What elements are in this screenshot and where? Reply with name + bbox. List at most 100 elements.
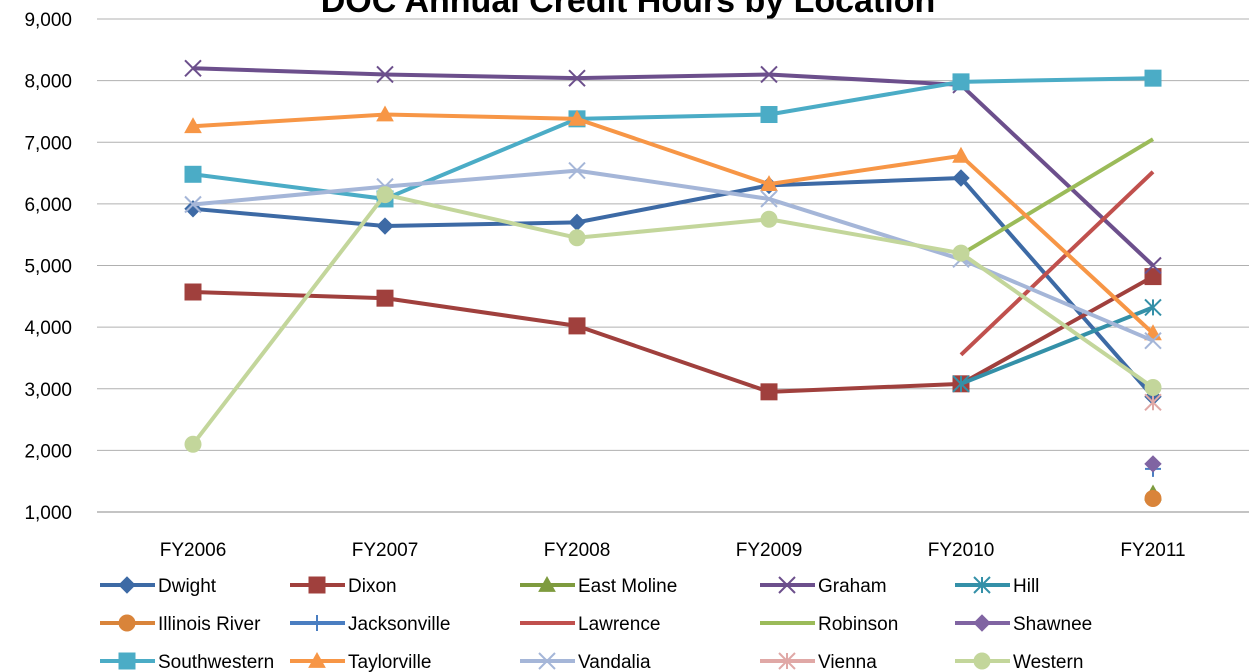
line [192, 76, 1154, 201]
marker [118, 576, 136, 594]
marker [1144, 298, 1162, 317]
legend-item: Dixon [290, 576, 397, 597]
y-tick-label: 6,000 [24, 195, 72, 216]
series [184, 59, 1162, 275]
marker [1144, 331, 1162, 350]
legend-label: Hill [1013, 576, 1039, 597]
line [959, 170, 1155, 357]
legend-label: Illinois River [158, 614, 261, 635]
y-tick-label: 4,000 [24, 318, 72, 339]
x-tick-label: FY2010 [928, 540, 995, 561]
marker [538, 575, 556, 592]
line [192, 112, 1155, 335]
y-tick-label: 5,000 [24, 257, 72, 278]
marker [760, 106, 778, 124]
legend-label: Vienna [818, 652, 877, 672]
legend-label: Lawrence [578, 614, 660, 635]
marker [760, 383, 778, 401]
series [1144, 489, 1162, 507]
marker [760, 175, 778, 192]
marker [1144, 69, 1162, 87]
legend-label: Southwestern [158, 652, 274, 672]
marker [1144, 489, 1162, 507]
legend-item: Dwight [100, 576, 217, 597]
marker [308, 576, 326, 594]
marker [568, 317, 586, 335]
marker [973, 614, 991, 632]
marker [973, 576, 991, 594]
legend-item: East Moline [520, 575, 677, 597]
chart-title: DOC Annual Credit Hours by Location [321, 0, 936, 20]
marker [952, 146, 970, 163]
legend-item: Hill [955, 576, 1039, 597]
marker [778, 576, 796, 594]
marker [760, 210, 778, 228]
line [192, 274, 1154, 394]
legend-item: Shawnee [955, 614, 1092, 635]
series [959, 137, 1155, 257]
series [184, 186, 1162, 453]
series [184, 161, 1162, 350]
y-tick-label: 9,000 [24, 10, 72, 31]
legend-label: Graham [818, 576, 887, 597]
y-tick-label: 3,000 [24, 380, 72, 401]
series [1144, 455, 1162, 473]
x-tick-label: FY2006 [160, 540, 227, 561]
legend-item: Lawrence [520, 614, 660, 635]
legend-item: Robinson [760, 614, 898, 635]
legend-item: Illinois River [100, 614, 261, 635]
marker [973, 652, 991, 670]
marker [952, 169, 970, 187]
marker [1144, 268, 1162, 286]
marker [952, 73, 970, 91]
line [960, 305, 1154, 386]
legend-label: Shawnee [1013, 614, 1092, 635]
series [1144, 393, 1162, 412]
x-tick-label: FY2007 [352, 540, 419, 561]
y-tick-label: 1,000 [24, 503, 72, 524]
legend-item: Western [955, 652, 1083, 672]
legend-label: Western [1013, 652, 1083, 672]
marker [184, 435, 202, 453]
legend-label: Vandalia [578, 652, 651, 672]
legend-label: Jacksonville [348, 614, 450, 635]
legend-item: Graham [760, 576, 887, 597]
marker [760, 65, 778, 84]
marker [376, 105, 394, 122]
x-tick-label: FY2009 [736, 540, 803, 561]
marker [118, 614, 136, 632]
x-tick-label: FY2008 [544, 540, 611, 561]
line [192, 175, 1155, 399]
series [952, 298, 1162, 393]
marker [568, 229, 586, 247]
legend-label: Dixon [348, 576, 397, 597]
line [959, 137, 1155, 257]
legend-label: East Moline [578, 576, 677, 597]
marker [568, 69, 586, 87]
marker [568, 161, 586, 180]
marker [778, 652, 796, 670]
x-tick-label: FY2011 [1120, 540, 1185, 561]
marker [118, 652, 136, 670]
marker [376, 217, 394, 235]
marker [1144, 393, 1162, 412]
marker [184, 59, 202, 78]
marker [308, 651, 326, 668]
marker [1144, 455, 1162, 473]
line [191, 192, 1155, 446]
marker [760, 190, 778, 208]
legend-item: Taylorville [290, 651, 431, 672]
marker [184, 283, 202, 301]
y-tick-label: 7,000 [24, 133, 72, 154]
marker [952, 375, 970, 393]
marker [376, 65, 394, 84]
marker [184, 195, 202, 214]
legend-item: Southwestern [100, 652, 274, 672]
marker [1144, 256, 1162, 275]
line [192, 168, 1154, 343]
marker [952, 244, 970, 262]
legend-item: Vandalia [520, 652, 651, 672]
legend-label: Robinson [818, 614, 898, 635]
line [192, 66, 1155, 267]
marker [568, 213, 586, 232]
